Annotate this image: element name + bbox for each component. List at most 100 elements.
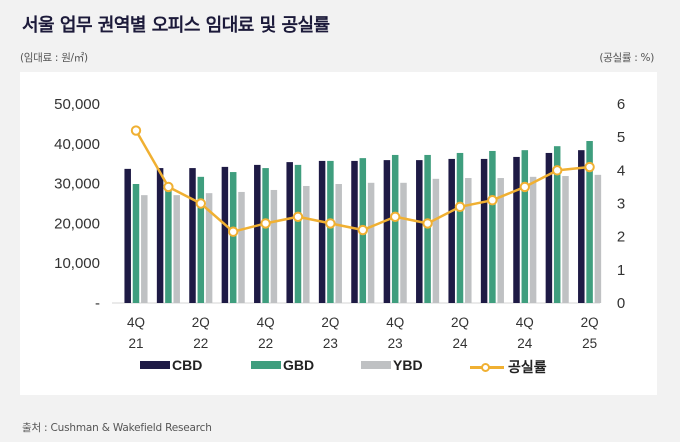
bar-ybd [303, 185, 310, 303]
chart-title: 서울 업무 권역별 오피스 임대료 및 공실률 [22, 15, 330, 36]
bar-cbd [351, 160, 358, 303]
bar-ybd [594, 174, 602, 303]
bar-gbd [521, 150, 529, 303]
y-tick-label: - [95, 295, 100, 312]
gbd-swatch [251, 361, 281, 369]
source-note: 출처 : Cushman & Wakefield Research [22, 422, 212, 434]
x-axis: 4Q 21 2Q 22 4Q 22 2Q 23 4Q 23 2Q 24 4Q 24 2Q 25 [127, 315, 599, 351]
bar-cbd [513, 156, 520, 303]
line-marker-icon [470, 361, 504, 373]
legend-label-ybd: YBD [393, 357, 423, 373]
bar-ybd [562, 176, 569, 303]
bar-ybd [335, 183, 342, 303]
bar-ybd [173, 195, 180, 303]
vacancy-point [519, 181, 530, 193]
legend-label-vacancy: 공실률 [508, 359, 547, 375]
bar-ybd [141, 195, 148, 303]
bar-ybd [529, 176, 537, 303]
x-tick-label-year: 22 [258, 336, 273, 351]
x-tick-label-quarter: 4Q [516, 315, 534, 330]
bar-ybd [497, 178, 504, 303]
bar-cbd [578, 150, 585, 303]
bar-ybd [205, 193, 213, 303]
bars [124, 141, 602, 303]
bar-gbd [456, 152, 464, 303]
bar-gbd [229, 172, 237, 303]
bar-gbd [197, 176, 205, 303]
y-tick-label: 30,000 [54, 176, 100, 193]
vacancy-line [130, 125, 595, 237]
y-tick-label: 20,000 [54, 215, 100, 232]
x-tick-label-year: 24 [452, 336, 468, 351]
vacancy-point [552, 165, 563, 176]
x-tick-label-year: 25 [582, 336, 597, 351]
left-axis-unit: (임대료 : 원/㎡) [20, 52, 88, 64]
cbd-swatch [140, 361, 170, 369]
x-tick-label-year: 24 [517, 336, 533, 351]
vacancy-point [422, 218, 433, 229]
x-tick-label-year: 21 [128, 336, 143, 351]
vacancy-point [228, 226, 239, 237]
right-y-axis: 0 1 2 3 4 5 6 [617, 96, 625, 312]
y2-tick-label: 3 [617, 196, 625, 213]
bar-gbd [489, 150, 496, 303]
vacancy-point [163, 181, 174, 193]
x-tick-label-quarter: 2Q [321, 315, 339, 330]
legend-item-gbd: GBD [251, 357, 314, 373]
vacancy-point [292, 211, 304, 222]
vacancy-point [487, 194, 498, 206]
left-y-axis: - 10,000 20,000 30,000 40,000 50,000 [54, 96, 100, 312]
bar-gbd [262, 168, 269, 303]
bar-gbd [132, 183, 140, 303]
x-tick-label-year: 22 [193, 336, 208, 351]
vacancy-point [357, 224, 368, 236]
vacancy-point [325, 218, 336, 229]
vacancy-point [584, 161, 595, 173]
bar-cbd [416, 160, 423, 303]
legend-item-cbd: CBD [140, 357, 202, 373]
bar-gbd [327, 160, 334, 303]
bar-gbd [586, 141, 593, 303]
y2-tick-label: 1 [617, 262, 625, 279]
x-tick-label-quarter: 2Q [581, 315, 599, 330]
bar-cbd [221, 166, 229, 303]
vacancy-point [130, 125, 142, 136]
legend-label-gbd: GBD [283, 357, 315, 373]
y2-tick-label: 4 [617, 162, 625, 179]
bar-cbd [156, 168, 164, 303]
bar-cbd [383, 160, 391, 303]
legend: CBD GBD YBD 공실률 [0, 357, 680, 381]
bar-cbd [124, 168, 131, 303]
bar-cbd [286, 162, 293, 303]
bar-gbd [165, 189, 172, 303]
legend-item-vacancy: 공실률 [470, 357, 547, 377]
bar-ybd [432, 178, 440, 303]
y-tick-label: 50,000 [54, 96, 100, 113]
bar-cbd [189, 168, 196, 303]
bar-gbd [294, 164, 302, 303]
bar-gbd [424, 154, 431, 303]
x-tick-label-year: 23 [388, 336, 403, 351]
x-tick-label-quarter: 4Q [127, 315, 145, 330]
bar-ybd [400, 182, 407, 303]
bar-ybd [270, 189, 278, 303]
bar-cbd [254, 164, 261, 303]
bar-ybd [367, 182, 375, 303]
vacancy-point [260, 218, 271, 229]
bar-ybd [465, 178, 472, 303]
x-tick-label-year: 23 [323, 336, 338, 351]
x-tick-label-quarter: 2Q [451, 315, 469, 330]
bar-cbd [545, 152, 553, 303]
ybd-swatch [361, 361, 391, 369]
vacancy-point [454, 201, 466, 213]
bar-cbd [318, 160, 326, 303]
legend-item-ybd: YBD [361, 357, 423, 373]
x-tick-label-quarter: 4Q [257, 315, 275, 330]
y-tick-label: 10,000 [54, 255, 100, 272]
bar-ybd [238, 191, 245, 303]
y2-tick-label: 6 [617, 96, 625, 113]
bar-cbd [448, 158, 455, 303]
legend-label-cbd: CBD [172, 357, 203, 373]
y2-tick-label: 2 [617, 229, 625, 246]
